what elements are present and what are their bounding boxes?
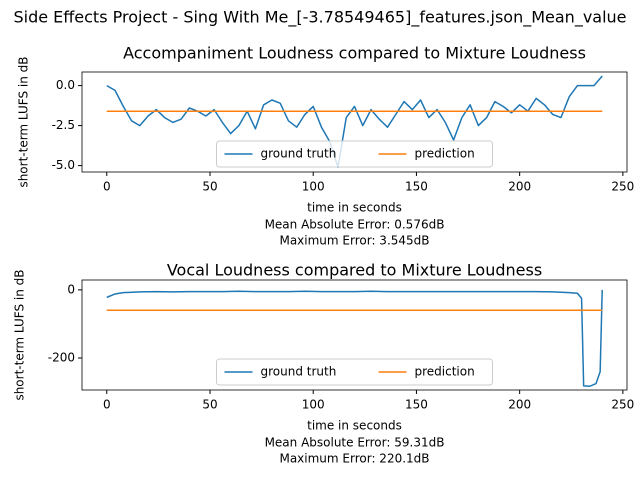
annotation: Maximum Error: 220.1dB — [279, 452, 429, 466]
legend-label: ground truth — [261, 365, 337, 379]
chart-title: Accompaniment Loudness compared to Mixtu… — [123, 44, 586, 63]
x-tick-label: 250 — [611, 398, 634, 412]
legend-label: prediction — [415, 147, 475, 161]
y-tick-label: -5.0 — [52, 158, 75, 172]
y-axis-label: short-term LUFS in dB — [13, 269, 27, 400]
x-tick-label: 0 — [103, 180, 111, 194]
chart-title: Vocal Loudness compared to Mixture Loudn… — [167, 261, 542, 280]
x-axis-label: time in seconds — [307, 201, 402, 215]
x-tick-label: 50 — [202, 180, 217, 194]
x-tick-label: 200 — [508, 180, 531, 194]
annotation: Mean Absolute Error: 59.31dB — [265, 436, 445, 450]
y-tick-label: -2.5 — [52, 118, 75, 132]
x-tick-label: 200 — [508, 398, 531, 412]
figure-title: Side Effects Project - Sing With Me_[-3.… — [13, 8, 626, 28]
series-line — [106, 75, 603, 168]
x-tick-label: 100 — [302, 398, 325, 412]
annotation: Maximum Error: 3.545dB — [279, 234, 429, 248]
y-tick-label: 0.0 — [56, 78, 75, 92]
legend-box — [216, 358, 493, 386]
axes-frame — [81, 279, 628, 391]
x-axis-label: time in seconds — [307, 419, 402, 433]
legend-label: prediction — [415, 365, 475, 379]
x-tick-label: 150 — [405, 398, 428, 412]
y-axis-label: short-term LUFS in dB — [17, 56, 31, 187]
legend-box — [216, 140, 493, 168]
legend-label: ground truth — [261, 147, 337, 161]
annotation: Mean Absolute Error: 0.576dB — [265, 218, 445, 232]
y-tick-label: 0 — [67, 282, 75, 296]
x-tick-label: 250 — [611, 180, 634, 194]
y-tick-label: -200 — [48, 350, 75, 364]
axes-frame — [81, 71, 628, 173]
series-line — [106, 289, 603, 387]
x-tick-label: 150 — [405, 180, 428, 194]
x-tick-label: 100 — [302, 180, 325, 194]
x-tick-label: 50 — [202, 398, 217, 412]
x-tick-label: 0 — [103, 398, 111, 412]
